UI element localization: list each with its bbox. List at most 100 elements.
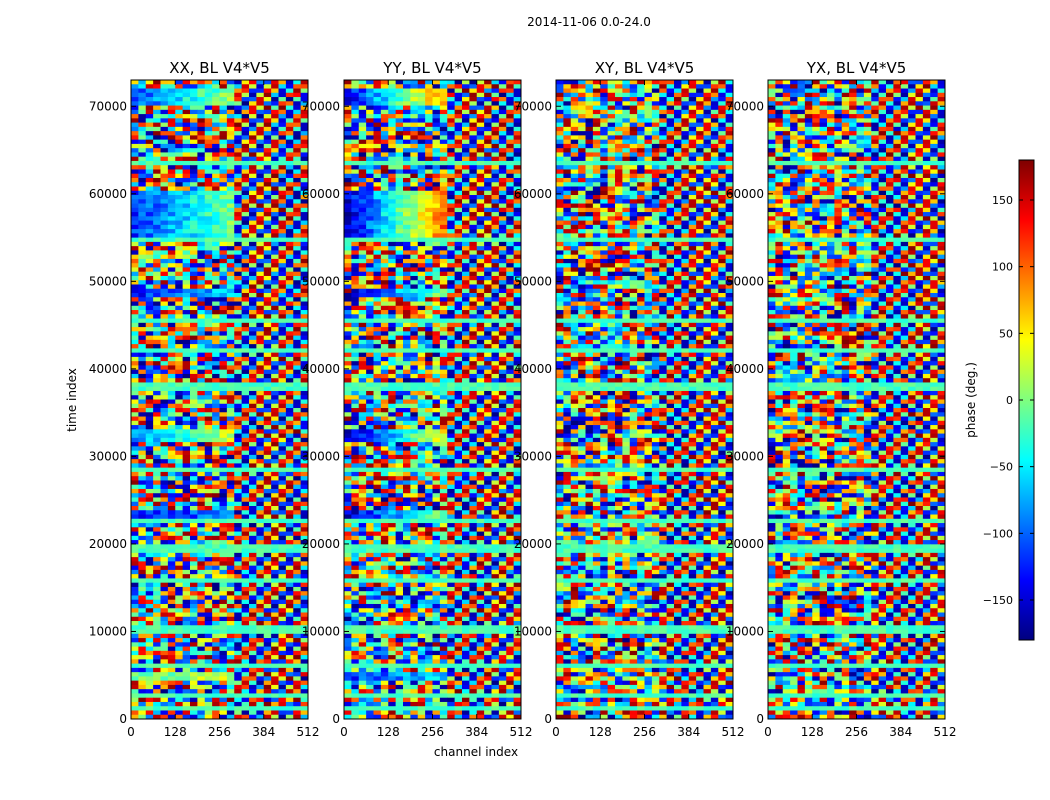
heatmap-cell <box>131 416 139 422</box>
heatmap-cell <box>190 642 198 647</box>
heatmap-cell <box>145 501 154 507</box>
heatmap-cell <box>138 442 147 447</box>
heatmap-cell <box>271 612 279 618</box>
heatmap-cell <box>410 284 419 290</box>
heatmap-cell <box>182 267 191 273</box>
heatmap-cell <box>175 237 184 243</box>
heatmap-cell <box>182 680 191 686</box>
heatmap-cell <box>285 420 294 426</box>
heatmap-cell <box>278 373 287 379</box>
heatmap-cell <box>271 382 279 388</box>
heatmap-cell <box>219 190 228 196</box>
heatmap-cell <box>145 646 154 652</box>
heatmap-cell <box>271 80 279 85</box>
heatmap-cell <box>454 241 463 247</box>
heatmap-cell <box>197 565 206 571</box>
heatmap-cell <box>190 412 198 417</box>
heatmap-cell <box>160 514 169 520</box>
heatmap-cell <box>226 425 235 430</box>
heatmap-cell <box>175 578 184 584</box>
heatmap-cell <box>131 450 139 456</box>
heatmap-cell <box>358 199 367 204</box>
heatmap-cell <box>484 139 492 145</box>
heatmap-cell <box>285 177 294 183</box>
heatmap-cell <box>190 706 198 711</box>
heatmap-cell <box>190 241 198 247</box>
heatmap-cell <box>175 224 184 230</box>
heatmap-cell <box>263 361 272 366</box>
heatmap-cell <box>285 118 294 123</box>
heatmap-cell <box>285 241 294 247</box>
heatmap-cell <box>197 403 206 409</box>
heatmap-cell <box>263 612 272 618</box>
heatmap-cell <box>432 263 441 268</box>
heatmap-cell <box>249 182 257 187</box>
heatmap-cell <box>293 446 302 452</box>
heatmap-cell <box>182 548 191 554</box>
heatmap-cell <box>219 305 228 311</box>
heatmap-cell <box>145 531 154 537</box>
heatmap-cell <box>447 220 456 226</box>
heatmap-cell <box>373 216 382 221</box>
heatmap-cell <box>351 203 360 209</box>
heatmap-cell <box>293 318 302 324</box>
heatmap-cell <box>153 390 161 396</box>
heatmap-cell <box>182 233 191 239</box>
heatmap-cell <box>153 684 161 690</box>
heatmap-cell <box>439 182 448 187</box>
heatmap-cell <box>182 420 191 426</box>
heatmap-cell <box>469 246 478 251</box>
heatmap-cell <box>219 280 228 285</box>
heatmap-cell <box>300 199 309 204</box>
heatmap-cell <box>506 118 515 123</box>
heatmap-cell <box>432 212 441 217</box>
heatmap-cell <box>212 689 220 694</box>
heatmap-cell <box>278 182 287 187</box>
heatmap-cell <box>300 476 309 481</box>
heatmap-cell <box>278 382 287 388</box>
heatmap-cell <box>285 416 294 422</box>
heatmap-cell <box>138 254 147 260</box>
heatmap-cell <box>197 697 206 703</box>
heatmap-cell <box>293 548 302 554</box>
heatmap-cell <box>358 135 367 141</box>
heatmap-cell <box>285 84 294 89</box>
heatmap-cell <box>249 314 257 319</box>
heatmap-cell <box>226 599 235 605</box>
heatmap-cell <box>241 454 250 460</box>
heatmap-cell <box>506 88 515 94</box>
heatmap-cell <box>234 250 243 256</box>
heatmap-cell <box>197 378 206 383</box>
heatmap-cell <box>219 578 228 584</box>
heatmap-cell <box>219 672 228 677</box>
heatmap-cell <box>219 408 228 413</box>
heatmap-cell <box>212 599 220 605</box>
heatmap-cell <box>226 224 235 230</box>
heatmap-cell <box>153 122 161 128</box>
heatmap-cell <box>351 165 360 170</box>
heatmap-cell <box>153 229 161 234</box>
heatmap-cell <box>263 335 272 341</box>
heatmap-cell <box>469 233 478 239</box>
heatmap-cell <box>226 339 235 345</box>
heatmap-cell <box>212 177 220 183</box>
heatmap-cell <box>138 318 147 324</box>
heatmap-cell <box>138 476 147 481</box>
heatmap-cell <box>256 271 265 277</box>
heatmap-cell <box>241 399 250 405</box>
heatmap-cell <box>293 518 302 524</box>
heatmap-cell <box>366 241 374 247</box>
heatmap-cell <box>131 646 139 652</box>
heatmap-cell <box>212 203 220 209</box>
heatmap-cell <box>234 565 243 571</box>
heatmap-cell <box>300 514 309 520</box>
heatmap-cell <box>454 148 463 153</box>
heatmap-cell <box>300 131 309 136</box>
heatmap-cell <box>271 143 279 149</box>
heatmap-cell <box>197 425 206 430</box>
heatmap-cell <box>241 305 250 311</box>
heatmap-cell <box>131 118 139 123</box>
heatmap-cell <box>454 97 463 102</box>
heatmap-cell <box>145 680 154 686</box>
heatmap-cell <box>138 186 147 192</box>
